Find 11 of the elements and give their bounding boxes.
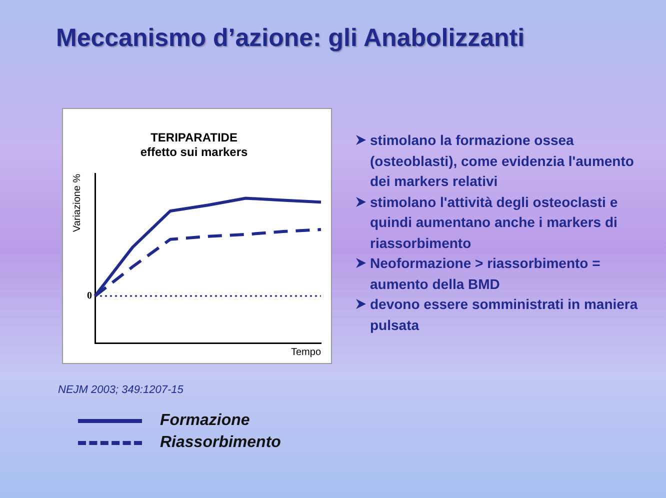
legend-label: Formazione [160,412,250,430]
chart-subtitle: effetto sui markers [140,144,248,159]
ref-line-label: 0 [87,290,92,302]
text: Meccanismo d’azione: gli Anabolizzanti [56,24,525,53]
y-axis-title: Variazione % [72,174,83,232]
legend-label: Riassorbimento [160,434,281,452]
chart-title: TERIPARATIDE [150,130,238,145]
text: stimolano l'attività degli osteoclasti e quindi aumentano anche i markers di riassorbimento [369,192,619,252]
text: devono essere somministrati in maniera pulsata [369,295,639,335]
text: NEJM 2003; 349:1207-15 [58,384,184,396]
text: Tempo [290,346,322,358]
